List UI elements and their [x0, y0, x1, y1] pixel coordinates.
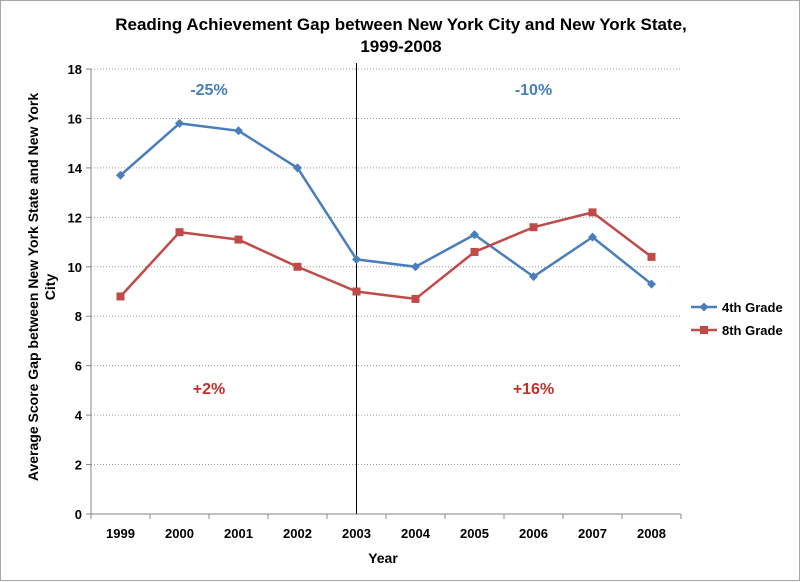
data-point-8th-grade [588, 208, 597, 217]
y-tick-label: 2 [75, 458, 82, 473]
y-axis-title-line-2: City [42, 274, 58, 301]
data-point-8th-grade [175, 228, 184, 237]
legend-marker-4th-grade [699, 302, 709, 312]
chart-title-line-1: Reading Achievement Gap between New York… [115, 15, 687, 34]
data-point-8th-grade [352, 287, 361, 296]
data-point-4th-grade [411, 262, 420, 272]
data-point-4th-grade [529, 272, 538, 282]
x-axis-title: Year [368, 550, 398, 566]
data-point-8th-grade [234, 235, 243, 244]
x-tick-label: 1999 [106, 526, 135, 541]
data-point-4th-grade [588, 232, 597, 242]
x-tick-label: 2007 [578, 526, 607, 541]
annotation-label: +2% [193, 381, 225, 398]
data-point-4th-grade [175, 118, 184, 128]
x-tick-label: 2006 [519, 526, 548, 541]
data-point-4th-grade [116, 170, 125, 180]
annotation-label: -25% [190, 82, 227, 99]
x-tick-label: 2001 [224, 526, 253, 541]
y-tick-label: 18 [68, 62, 82, 77]
data-series [116, 118, 656, 303]
legend: 4th Grade 8th Grade [691, 300, 783, 338]
x-tick-label: 2000 [165, 526, 194, 541]
annotation-label: +16% [513, 381, 554, 398]
y-tick-label: 6 [75, 359, 82, 374]
x-tick-label: 2002 [283, 526, 312, 541]
y-tick-label: 8 [75, 309, 82, 324]
y-tick-label: 0 [75, 507, 82, 522]
x-tick-label: 2004 [401, 526, 431, 541]
legend-label-8th-grade: 8th Grade [722, 323, 783, 338]
data-point-4th-grade [647, 279, 656, 289]
y-tick-label: 14 [68, 161, 83, 176]
y-axis-title: Average Score Gap between New York State… [25, 93, 58, 481]
axes [86, 63, 682, 519]
data-point-8th-grade [529, 223, 538, 232]
y-tick-label: 16 [68, 111, 82, 126]
legend-marker-8th-grade [700, 326, 708, 334]
data-point-8th-grade [293, 262, 302, 271]
gridlines [91, 68, 681, 466]
legend-label-4th-grade: 4th Grade [722, 300, 783, 315]
y-tick-label: 10 [68, 260, 82, 275]
data-point-8th-grade [647, 252, 656, 261]
x-tick-label: 2003 [342, 526, 371, 541]
x-tick-label: 2005 [460, 526, 489, 541]
annotations: -25% -10% +2% +16% [190, 82, 554, 398]
data-point-4th-grade [234, 126, 243, 136]
series-line-4th-grade [119, 122, 653, 286]
annotation-label: -10% [515, 82, 552, 99]
chart-title-line-2: 1999-2008 [360, 37, 441, 56]
x-tick-label: 2008 [637, 526, 666, 541]
y-tick-labels: 0 2 4 6 8 10 12 14 16 18 [68, 62, 83, 522]
y-axis-title-line-1: Average Score Gap between New York State… [25, 93, 41, 481]
data-point-4th-grade [293, 163, 302, 173]
y-tick-label: 12 [68, 210, 82, 225]
data-point-4th-grade [352, 254, 361, 264]
series-line-8th-grade [119, 211, 653, 301]
x-tick-labels: 1999 2000 2001 2002 2003 2004 2005 2006 2007 2008 [106, 526, 666, 541]
data-point-4th-grade [470, 230, 479, 240]
y-tick-label: 4 [75, 408, 83, 423]
data-point-8th-grade [116, 292, 125, 301]
data-point-8th-grade [470, 247, 479, 256]
data-point-8th-grade [411, 294, 420, 303]
